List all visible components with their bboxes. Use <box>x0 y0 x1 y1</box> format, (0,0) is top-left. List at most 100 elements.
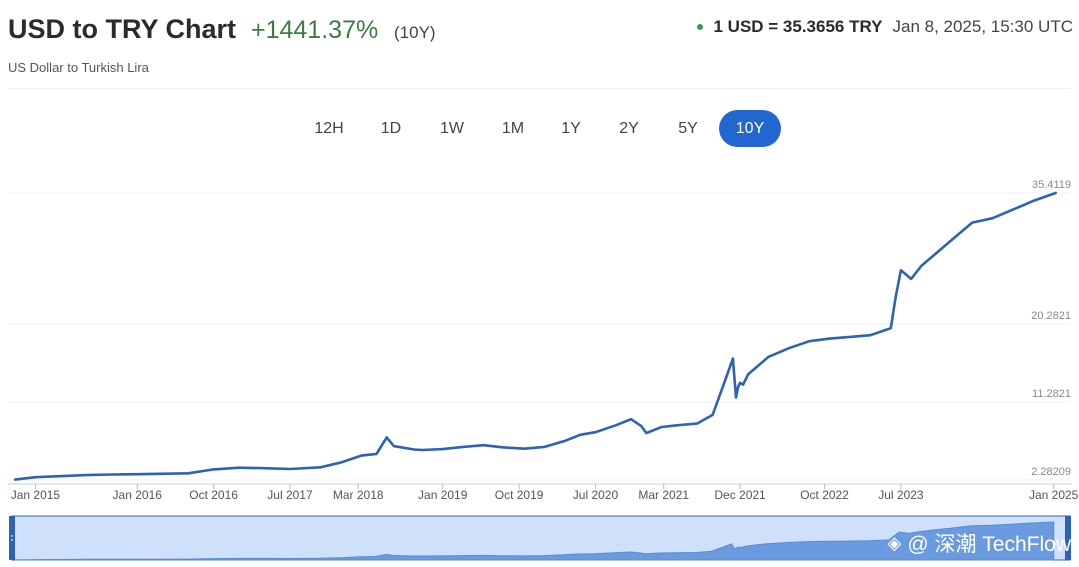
y-tick-label: 11.2821 <box>1032 388 1071 400</box>
binance-logo-icon: ◈ <box>887 532 902 553</box>
data-point <box>258 467 261 469</box>
data-point <box>14 478 16 481</box>
data-point <box>767 356 770 358</box>
data-point <box>340 461 342 464</box>
x-tick-label: Jul 2020 <box>573 488 619 502</box>
data-point <box>696 422 699 425</box>
data-point <box>630 418 632 421</box>
series-line <box>13 191 1057 481</box>
data-point <box>615 424 617 427</box>
y-tick-label: 20.2821 <box>1031 310 1071 322</box>
rate-readout: 1 USD = 35.3656 TRY Jan 8, 2025, 15:30 U… <box>697 17 1073 37</box>
data-point <box>85 474 88 476</box>
data-point <box>543 446 546 448</box>
data-point <box>951 239 953 241</box>
live-status-dot-icon <box>697 24 704 30</box>
tab-1d[interactable]: 1D <box>380 120 402 137</box>
data-point <box>739 382 741 384</box>
data-point <box>935 252 938 254</box>
data-point <box>289 468 291 470</box>
data-point <box>991 217 994 220</box>
chart-header: USD to TRY Chart +1441.37% (10Y) <box>8 12 1072 52</box>
data-point <box>971 221 974 224</box>
data-point <box>735 396 737 399</box>
header-divider <box>8 88 1071 89</box>
tab-1y[interactable]: 1Y <box>561 120 581 137</box>
data-point <box>747 373 749 375</box>
x-tick-label: Mar 2021 <box>638 488 689 502</box>
y-tick-label: 2.28209 <box>1031 466 1071 478</box>
data-point <box>910 278 912 280</box>
data-point <box>889 327 892 330</box>
data-point <box>1012 208 1014 211</box>
page-title: USD to TRY Chart <box>8 14 237 44</box>
x-tick-label: Jan 2025 <box>1029 488 1079 502</box>
data-point <box>413 448 416 451</box>
data-point <box>676 424 678 427</box>
data-point <box>238 466 240 469</box>
data-point <box>1032 200 1035 202</box>
data-point <box>788 347 790 349</box>
data-point <box>737 386 739 388</box>
data-point <box>869 334 872 336</box>
navigator-handle-left[interactable] <box>9 516 15 560</box>
tab-1w[interactable]: 1W <box>440 120 464 137</box>
data-point <box>403 446 405 449</box>
x-tick-label: Mar 2018 <box>333 488 384 502</box>
data-point <box>393 445 395 447</box>
data-point <box>640 425 643 427</box>
data-point <box>360 454 363 457</box>
tab-2y[interactable]: 2Y <box>619 120 639 137</box>
data-point <box>724 377 727 380</box>
rate-timestamp: Jan 8, 2025, 15:30 UTC <box>892 17 1073 36</box>
data-point <box>895 295 897 297</box>
x-tick-label: Jan 2016 <box>113 488 163 502</box>
data-point <box>421 449 424 451</box>
percent-change: +1441.37% <box>251 16 379 44</box>
period-label: (10Y) <box>394 23 436 42</box>
x-tick-label: Jan 2015 <box>11 488 61 502</box>
data-point <box>905 273 907 276</box>
data-point <box>660 426 663 428</box>
page-subtitle: US Dollar to Turkish Lira <box>8 60 149 75</box>
navigator-area <box>14 521 1055 561</box>
tab-5y[interactable]: 5Y <box>678 120 698 137</box>
y-tick-label: 35.4119 <box>1032 179 1071 191</box>
data-point <box>711 414 714 416</box>
data-point <box>828 337 831 340</box>
data-point <box>187 472 189 475</box>
data-point <box>34 476 37 479</box>
tab-12h[interactable]: 12H <box>314 120 344 137</box>
range-navigator[interactable] <box>0 512 1079 562</box>
data-point <box>564 440 566 442</box>
data-point <box>1054 192 1057 194</box>
data-point <box>136 473 139 476</box>
data-point <box>110 473 113 476</box>
data-point <box>579 433 581 436</box>
data-point <box>732 357 734 360</box>
data-point <box>645 432 648 434</box>
tab-1m[interactable]: 1M <box>501 120 525 137</box>
navigator-handle-right[interactable] <box>1065 516 1071 560</box>
tab-10y[interactable]: 10Y <box>719 110 781 147</box>
data-point <box>594 431 597 433</box>
watermark-text: @ 深潮 TechFlow <box>907 533 1071 556</box>
data-point <box>375 453 378 455</box>
data-point <box>523 447 525 450</box>
x-tick-label: Oct 2022 <box>800 488 849 502</box>
x-tick-label: Oct 2016 <box>189 488 238 502</box>
data-point <box>462 446 464 448</box>
data-point <box>212 468 215 471</box>
data-point <box>482 444 485 446</box>
data-point <box>849 336 851 338</box>
data-point <box>441 448 444 450</box>
data-point <box>385 436 388 439</box>
data-point <box>742 383 744 386</box>
x-tick-label: Oct 2019 <box>495 488 544 502</box>
x-tick-label: Jan 2019 <box>418 488 468 502</box>
data-point <box>808 340 811 343</box>
x-tick-label: Jul 2017 <box>267 488 313 502</box>
price-chart[interactable]: 35.4119 20.2821 11.2821 2.28209 Jan 2015 Jan … <box>0 160 1079 510</box>
watermark: ◈ @ 深潮 TechFlow <box>887 528 1071 558</box>
data-point <box>900 269 902 272</box>
